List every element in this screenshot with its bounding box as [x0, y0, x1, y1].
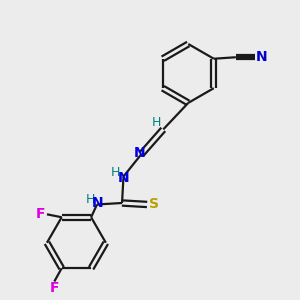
Text: H: H — [111, 166, 120, 178]
Text: H: H — [86, 193, 95, 206]
Text: H: H — [152, 116, 161, 129]
Text: S: S — [148, 197, 158, 212]
Text: N: N — [134, 146, 146, 160]
Text: F: F — [36, 207, 45, 221]
Text: N: N — [92, 196, 103, 210]
Text: F: F — [50, 281, 59, 295]
Text: N: N — [118, 171, 129, 185]
Text: N: N — [256, 50, 267, 64]
